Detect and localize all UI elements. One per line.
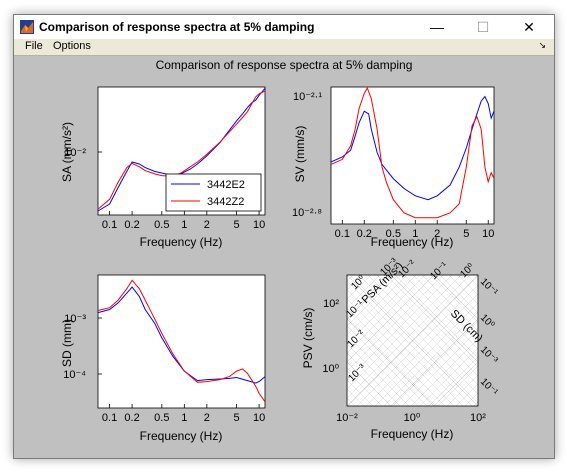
trip-xtick-0: 10⁻² [336, 412, 358, 424]
figure-canvas: Comparison of response spectra at 5% dam… [60, 58, 500, 443]
sa-axes[interactable]: 0.1 0.2 0.5 1 2 5 10 10⁻² Frequency (Hz) SA (m… [60, 86, 266, 249]
sd-xtick-label: 0.2 [124, 412, 139, 424]
sa-series-3442Z2 [97, 90, 266, 210]
sv-xtick-label: 0.5 [386, 228, 401, 240]
sv-xtick-label: 0.1 [335, 228, 350, 240]
sd-xtick-label: 0.1 [102, 412, 117, 424]
sdtick-c: 10⁻³ [478, 344, 500, 366]
sd-xtick-label: 5 [234, 412, 240, 424]
sv-xtick-label: 2 [434, 228, 440, 240]
sa-xlabel: Frequency (Hz) [140, 235, 223, 249]
sa-xtick-label: 0.1 [102, 219, 117, 231]
sdtick-b: 10⁰ [478, 312, 496, 330]
menu-options[interactable]: Options [53, 40, 91, 52]
sv-xtick-label: 0.2 [357, 228, 372, 240]
trip-xtick-1: 10⁰ [404, 412, 421, 424]
sa-xtick-label: 2 [204, 219, 210, 231]
sa-x-ticks: 0.1 0.2 0.5 1 2 5 10 [102, 211, 265, 231]
sdtick-a: 10⁻¹ [478, 276, 500, 298]
window-title: Comparison of response spectra at 5% dam… [39, 20, 315, 34]
maximize-button[interactable]: ☐ [476, 19, 490, 35]
trip-ytick-1: 10⁰ [322, 363, 339, 375]
sv-x-ticks: 0.1 0.2 0.5 1 2 5 10 [335, 220, 494, 240]
sd-ytick-top: 10⁻³ [64, 313, 86, 325]
figure-suptitle: Comparison of response spectra at 5% dam… [156, 58, 413, 72]
sv-plot-area [330, 86, 495, 225]
sv-xtick-label: 5 [463, 228, 469, 240]
sv-series-3442E2 [330, 95, 495, 201]
sd-series-3442Z2 [97, 279, 266, 403]
sa-ylabel: SA (mm/s²) [60, 122, 74, 182]
sd-axes[interactable]: 0.1 0.2 0.5 1 2 5 10 10⁻³ 10⁻⁴ Frequency (Hz) … [60, 274, 266, 443]
sd-xtick-label: 1 [181, 412, 187, 424]
close-button[interactable]: ✕ [523, 19, 535, 35]
trip-xtick-2: 10² [470, 412, 486, 424]
trip-ytick-0: 10² [323, 298, 339, 310]
sa-xtick-label: 10 [253, 219, 265, 231]
sv-ytick-top: 10⁻²·¹ [293, 91, 322, 103]
sa-ytick-label: 10⁻² [64, 147, 86, 159]
trip-xlabel: Frequency (Hz) [371, 427, 454, 441]
tripartite-axes[interactable]: 10⁻² 10⁰ 10² 10² 10⁰ Frequency (Hz) PSV … [301, 256, 500, 441]
sd-x-ticks: 0.1 0.2 0.5 1 2 5 10 [102, 404, 265, 424]
sv-xtick-label: 1 [412, 228, 418, 240]
sv-xtick-label: 10 [482, 228, 494, 240]
sdtick-d: 10⁻¹ [478, 376, 500, 398]
sd-xtick-label: 2 [204, 412, 210, 424]
sa-xtick-label: 0.5 [154, 219, 169, 231]
legend-label-3442E2: 3442E2 [207, 179, 245, 191]
sa-xtick-label: 1 [181, 219, 187, 231]
dock-arrow-icon[interactable]: ↘ [538, 40, 546, 50]
legend-label-3442Z2: 3442Z2 [207, 196, 244, 208]
sv-ytick-bottom: 10⁻²·⁸ [292, 207, 322, 219]
menu-bar: File Options ↘ [14, 39, 554, 56]
sa-xtick-label: 5 [234, 219, 240, 231]
menu-file[interactable]: File [25, 40, 43, 52]
sd-xtick-label: 0.5 [154, 412, 169, 424]
tripartite-major-grid [347, 275, 478, 406]
matlab-icon [20, 20, 34, 34]
sd-ylabel: SD (mm) [60, 319, 74, 367]
sd-xlabel: Frequency (Hz) [140, 429, 223, 443]
trip-ylabel: PSV (cm/s) [301, 308, 315, 369]
sv-series-3442Z2 [330, 86, 495, 219]
minimize-button[interactable]: — [430, 19, 444, 35]
tripartite-frame [346, 274, 479, 407]
sd-xtick-label: 10 [253, 412, 265, 424]
sa-legend[interactable]: 3442E2 3442Z2 [165, 173, 262, 212]
sd-series-3442E2 [97, 286, 266, 384]
title-bar[interactable]: Comparison of response spectra at 5% dam… [14, 15, 554, 39]
sd-ytick-bottom: 10⁻⁴ [63, 369, 86, 381]
sd-plot-area [97, 274, 266, 409]
sa-xtick-label: 0.2 [124, 219, 139, 231]
sv-axes[interactable]: 0.1 0.2 0.5 1 2 5 10 10⁻²·¹ 10⁻²·⁸ Frequency (… [292, 86, 495, 249]
legend-box [165, 173, 262, 212]
sv-xlabel: Frequency (Hz) [371, 235, 454, 249]
figure-window: Comparison of response spectra at 5% dam… [13, 14, 555, 459]
sv-ylabel: SV (mm/s) [293, 126, 307, 183]
